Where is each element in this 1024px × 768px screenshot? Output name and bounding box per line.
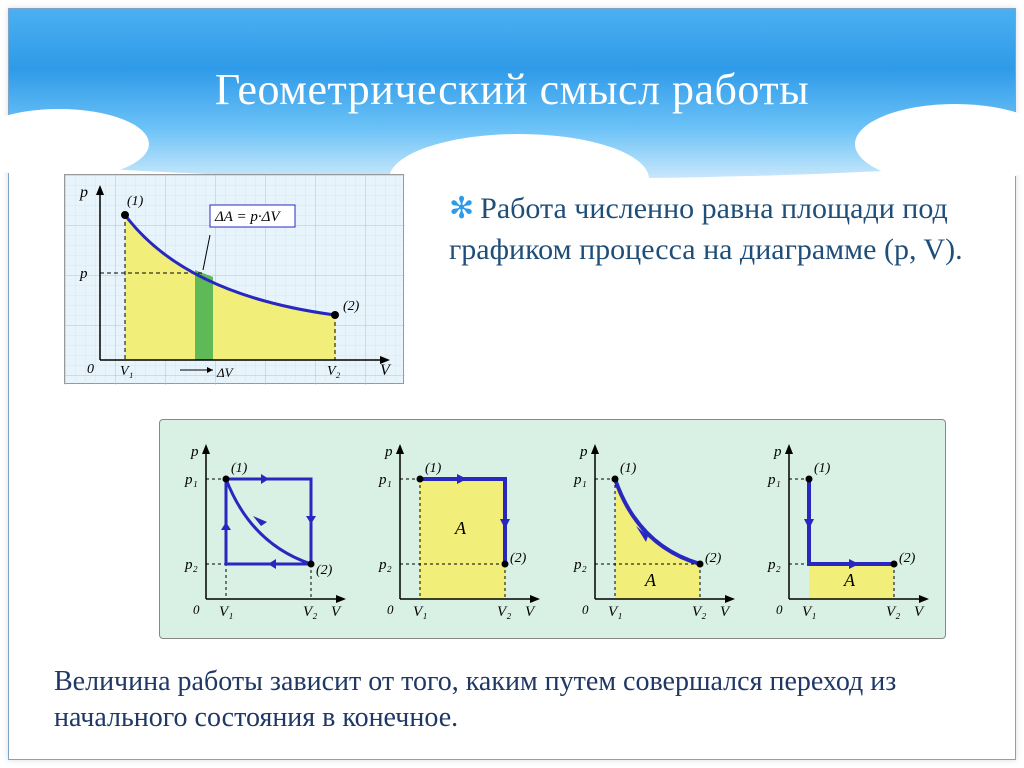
mini-chart-isobaric: A p₁ p₂ V₁ V₂ (1) (2) p V 0 bbox=[365, 434, 545, 624]
svg-text:p: p bbox=[579, 444, 588, 460]
svg-text:V: V bbox=[525, 604, 536, 620]
svg-text:0: 0 bbox=[387, 602, 394, 617]
svg-text:p₂: p₂ bbox=[378, 557, 392, 573]
svg-text:V: V bbox=[331, 604, 342, 620]
svg-text:p₁: p₁ bbox=[767, 472, 781, 488]
svg-text:0: 0 bbox=[582, 602, 589, 617]
mini-chart-isochoric: A p₁ p₂ V₁ V₂ (1) (2) p V 0 bbox=[754, 434, 934, 624]
svg-text:A: A bbox=[644, 570, 657, 590]
svg-text:0: 0 bbox=[87, 362, 94, 377]
svg-text:(2): (2) bbox=[316, 563, 333, 578]
svg-text:V₂: V₂ bbox=[327, 364, 341, 379]
main-pv-chart: ΔA = p·ΔV p V 0 p V₁ V₂ ΔV (1) (2) bbox=[64, 174, 404, 384]
svg-text:A: A bbox=[843, 570, 856, 590]
svg-text:V₁: V₁ bbox=[120, 364, 133, 379]
svg-text:ΔV: ΔV bbox=[216, 365, 235, 380]
svg-text:p₁: p₁ bbox=[573, 472, 587, 488]
footer-text: Величина работы зависит от того, каким п… bbox=[54, 664, 970, 737]
svg-text:(1): (1) bbox=[425, 461, 442, 476]
delta-strip bbox=[195, 270, 213, 360]
svg-text:(1): (1) bbox=[127, 194, 144, 209]
mini-chart-isotherm: A p₁ p₂ V₁ V₂ (1) (2) p V 0 bbox=[560, 434, 740, 624]
svg-text:ΔA = p·ΔV: ΔA = p·ΔV bbox=[214, 209, 281, 225]
cloud-decoration bbox=[855, 104, 1024, 184]
svg-text:(1): (1) bbox=[814, 461, 831, 476]
svg-text:V₁: V₁ bbox=[802, 604, 816, 620]
svg-text:p: p bbox=[79, 266, 88, 282]
svg-text:p₁: p₁ bbox=[184, 472, 198, 488]
svg-text:p: p bbox=[773, 444, 782, 460]
svg-text:0: 0 bbox=[193, 602, 200, 617]
slide-frame: Геометрический смысл работы bbox=[8, 8, 1016, 760]
svg-text:(2): (2) bbox=[343, 299, 360, 314]
svg-text:p₁: p₁ bbox=[378, 472, 392, 488]
svg-text:V₁: V₁ bbox=[219, 604, 233, 620]
svg-text:p: p bbox=[190, 444, 199, 460]
svg-text:p₂: p₂ bbox=[767, 557, 781, 573]
svg-text:V₂: V₂ bbox=[886, 604, 900, 620]
svg-text:V₂: V₂ bbox=[692, 604, 706, 620]
svg-text:V₁: V₁ bbox=[413, 604, 427, 620]
svg-text:V: V bbox=[914, 604, 925, 620]
svg-text:p₂: p₂ bbox=[573, 557, 587, 573]
svg-text:p: p bbox=[79, 184, 88, 201]
bullet-icon: ✻ bbox=[449, 192, 474, 225]
svg-text:(2): (2) bbox=[705, 551, 722, 566]
svg-text:V₂: V₂ bbox=[497, 604, 511, 620]
svg-text:0: 0 bbox=[776, 602, 783, 617]
svg-text:A: A bbox=[454, 518, 467, 538]
mini-charts-panel: p₁ p₂ V₁ V₂ (1) (2) p V 0 bbox=[159, 419, 946, 639]
svg-text:V₂: V₂ bbox=[303, 604, 317, 620]
slide-title: Геометрический смысл работы bbox=[9, 64, 1015, 115]
svg-text:V₁: V₁ bbox=[608, 604, 622, 620]
mini-chart-cycle: p₁ p₂ V₁ V₂ (1) (2) p V 0 bbox=[171, 434, 351, 624]
svg-text:(1): (1) bbox=[620, 461, 637, 476]
svg-text:V: V bbox=[720, 604, 731, 620]
svg-text:(2): (2) bbox=[899, 551, 916, 566]
body-text-content: Работа численно равна площади под график… bbox=[449, 192, 963, 266]
svg-text:p₂: p₂ bbox=[184, 557, 198, 573]
svg-text:(1): (1) bbox=[231, 461, 248, 476]
svg-text:(2): (2) bbox=[510, 551, 527, 566]
svg-text:p: p bbox=[384, 444, 393, 460]
body-text: ✻Работа численно равна площади под графи… bbox=[449, 189, 969, 270]
